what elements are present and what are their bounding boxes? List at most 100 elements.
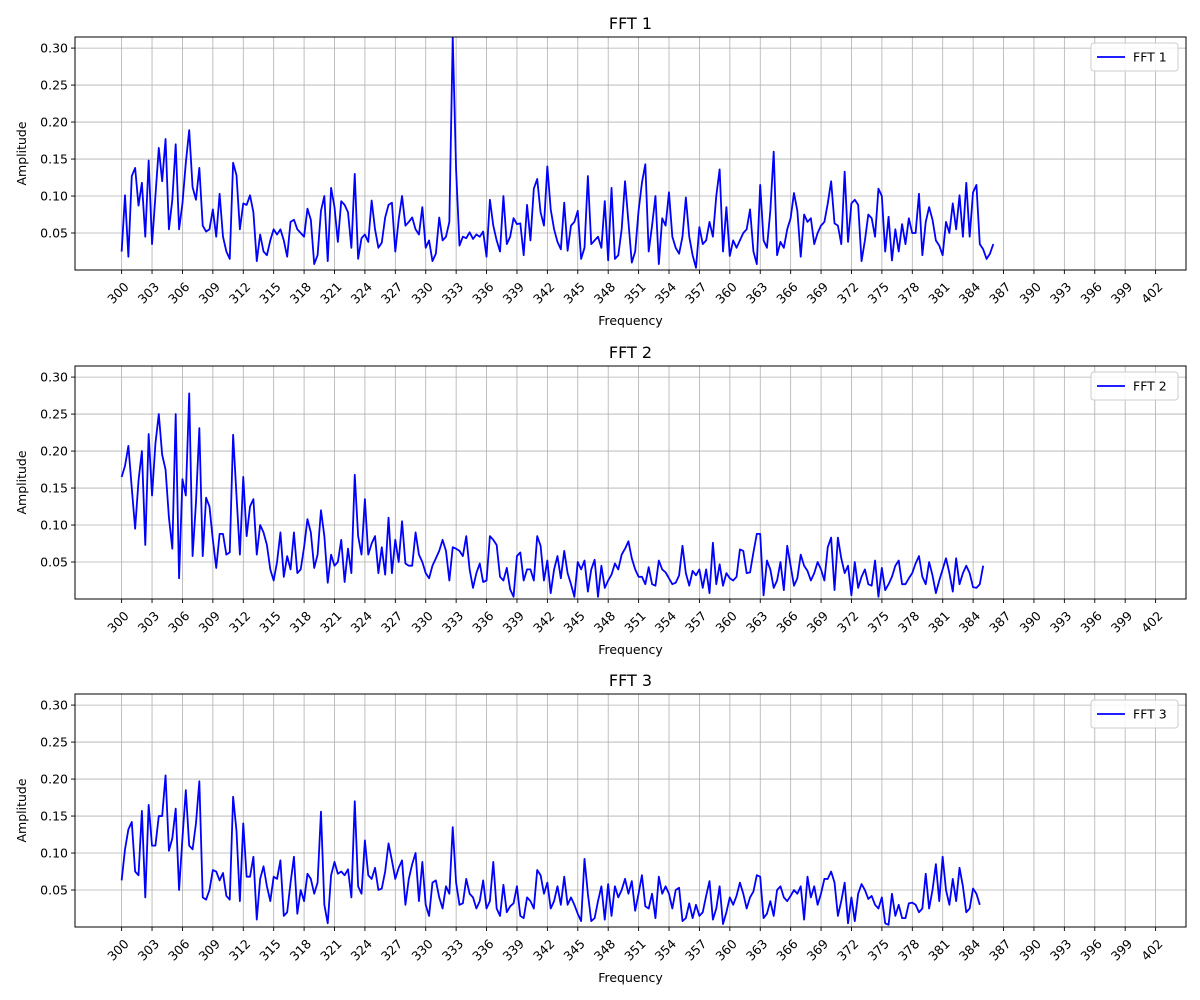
x-tick-label: 390	[1017, 608, 1045, 636]
chart-panel-2: 300 303 306 309 312 315 318 321 324 327 330 333 336 3…	[14, 343, 1187, 657]
legend-label: FFT 2	[1133, 379, 1167, 394]
x-tick-label: 303	[135, 608, 162, 635]
legend: FFT 3	[1090, 699, 1179, 729]
x-tick-label: 327	[378, 936, 405, 963]
x-tick-label: 393	[1047, 936, 1074, 963]
x-tick-label: 333	[439, 608, 466, 635]
x-tick-label: 309	[195, 608, 223, 636]
x-tick-label: 300	[104, 936, 132, 964]
plot-frame	[74, 365, 1187, 600]
x-tick-label: 360	[712, 608, 740, 636]
x-tick-label: 399	[1108, 279, 1136, 307]
x-tick-label: 366	[773, 279, 801, 307]
y-tick-label: 0.30	[40, 698, 68, 713]
y-tick-label: 0.15	[40, 481, 68, 496]
x-tick-label: 378	[895, 608, 923, 636]
x-tick-label: 345	[560, 279, 587, 306]
y-tick-label: 0.05	[40, 226, 68, 241]
y-tick-label: 0.05	[40, 883, 68, 898]
x-tick-label: 348	[591, 279, 619, 307]
x-tick-label: 399	[1108, 608, 1136, 636]
y-tick-label: 0.10	[40, 846, 68, 861]
x-tick-label: 372	[834, 279, 861, 306]
x-tick-label: 390	[1017, 279, 1045, 307]
x-tick-label: 381	[925, 608, 952, 635]
x-tick-label: 333	[439, 279, 466, 306]
x-tick-label: 342	[530, 279, 557, 306]
x-tick-label: 303	[135, 279, 162, 306]
x-tick-label: 348	[591, 936, 619, 964]
x-tick-label: 348	[591, 608, 619, 636]
y-tick-label: 0.25	[40, 407, 68, 422]
x-tick-label: 381	[925, 279, 952, 306]
x-tick-label: 330	[408, 608, 436, 636]
x-tick-label: 354	[652, 279, 680, 307]
x-tick-label: 318	[287, 608, 315, 636]
x-tick-label: 336	[469, 608, 497, 636]
legend-box	[1090, 699, 1179, 729]
x-tick-label: 330	[408, 279, 436, 307]
x-tick-label: 402	[1138, 608, 1165, 635]
x-tick-label: 306	[165, 936, 193, 964]
x-tick-label: 345	[560, 936, 587, 963]
x-tick-label: 387	[986, 608, 1013, 635]
x-tick-label: 318	[287, 279, 315, 307]
x-tick-label: 393	[1047, 279, 1074, 306]
y-tick-label: 0.15	[40, 809, 68, 824]
chart-panel-3: 300 303 306 309 312 315 318 321 324 327 330 333 336 3…	[14, 671, 1187, 985]
x-tick-label: 378	[895, 279, 923, 307]
y-tick-label: 0.10	[40, 518, 68, 533]
x-tick-label: 333	[439, 936, 466, 963]
x-tick-label: 324	[348, 279, 376, 307]
x-tick-label: 387	[986, 936, 1013, 963]
y-axis-label: Amplitude	[14, 121, 29, 185]
x-tick-label: 384	[956, 279, 984, 307]
x-tick-label: 321	[317, 608, 344, 635]
x-tick-label: 351	[621, 279, 648, 306]
x-tick-label: 339	[500, 608, 528, 636]
x-tick-label: 300	[104, 608, 132, 636]
x-tick-label: 351	[621, 608, 648, 635]
x-tick-label: 363	[743, 608, 770, 635]
chart-title: FFT 2	[609, 343, 652, 362]
x-tick-label: 363	[743, 279, 770, 306]
series-line	[120, 774, 981, 926]
x-tick-label: 402	[1138, 936, 1165, 963]
x-tick-label: 315	[256, 608, 283, 635]
x-tick-label: 378	[895, 936, 923, 964]
x-tick-label: 360	[712, 936, 740, 964]
y-tick-label: 0.20	[40, 115, 68, 130]
x-tick-label: 369	[804, 608, 832, 636]
x-tick-label: 396	[1077, 279, 1105, 307]
x-tick-label: 315	[256, 279, 283, 306]
x-tick-label: 357	[682, 608, 709, 635]
plot-frame	[74, 36, 1187, 271]
x-tick-label: 372	[834, 608, 861, 635]
legend-label: FFT 1	[1133, 50, 1167, 65]
y-axis-label: Amplitude	[14, 778, 29, 842]
plot-frame	[74, 693, 1187, 928]
x-tick-label: 321	[317, 936, 344, 963]
x-tick-label: 357	[682, 279, 709, 306]
x-tick-label: 357	[682, 936, 709, 963]
x-tick-label: 327	[378, 608, 405, 635]
x-tick-label: 309	[195, 936, 223, 964]
y-tick-label: 0.30	[40, 370, 68, 385]
x-tick-label: 303	[135, 936, 162, 963]
x-tick-label: 396	[1077, 936, 1105, 964]
x-tick-label: 360	[712, 279, 740, 307]
x-tick-label: 336	[469, 279, 497, 307]
y-tick-label: 0.25	[40, 78, 68, 93]
legend: FFT 1	[1090, 42, 1179, 72]
x-tick-label: 342	[530, 608, 557, 635]
x-tick-label: 369	[804, 936, 832, 964]
x-tick-label: 351	[621, 936, 648, 963]
x-tick-label: 366	[773, 608, 801, 636]
x-tick-label: 312	[226, 936, 253, 963]
y-tick-label: 0.10	[40, 189, 68, 204]
chart-title: FFT 3	[609, 671, 652, 690]
y-tick-label: 0.30	[40, 41, 68, 56]
x-tick-label: 381	[925, 936, 952, 963]
x-tick-label: 312	[226, 608, 253, 635]
